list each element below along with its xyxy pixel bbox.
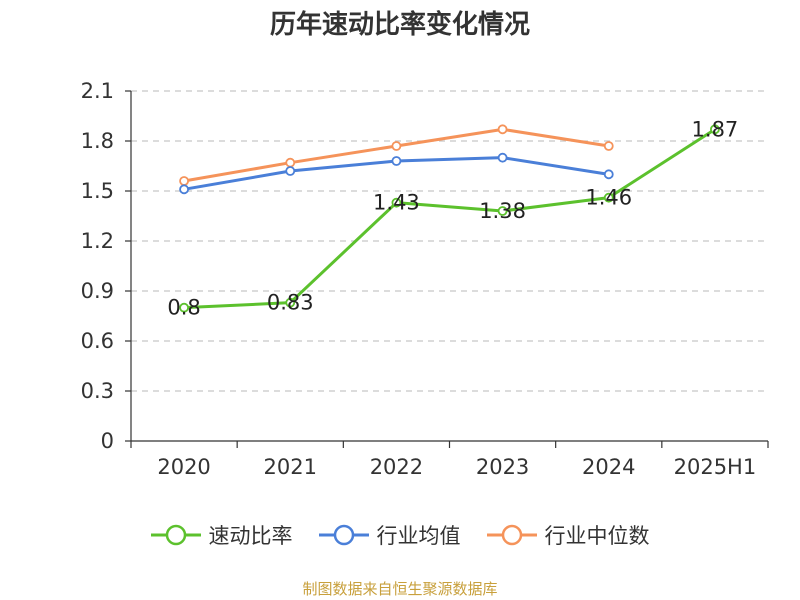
data-point <box>179 176 189 186</box>
y-tick-label: 1.2 <box>81 229 114 253</box>
data-point <box>710 124 720 135</box>
data-point <box>391 156 402 166</box>
data-label: 1.38 <box>479 199 526 223</box>
data-point <box>285 297 296 308</box>
source-note: 制图数据来自恒生聚源数据库 <box>302 580 498 598</box>
y-tick-label: 0.9 <box>81 279 114 303</box>
x-tick-label: 2024 <box>582 455 635 479</box>
data-point <box>603 192 614 203</box>
data-point <box>285 157 296 168</box>
y-tick-label: 0.3 <box>81 379 114 403</box>
x-tick-label: 2021 <box>264 455 317 479</box>
legend: 速动比率 行业均值 行业中位数 <box>0 520 800 550</box>
data-label: 0.8 <box>167 296 200 320</box>
x-tick-label: 2023 <box>476 455 529 479</box>
legend-item[interactable]: 速动比率 <box>150 520 293 550</box>
y-tick-label: 1.5 <box>81 179 114 203</box>
data-point <box>497 206 508 216</box>
legend-label: 速动比率 <box>208 524 293 548</box>
legend-marker <box>165 524 186 546</box>
data-label: 1.87 <box>692 117 739 141</box>
legend-item[interactable]: 行业均值 <box>318 520 461 550</box>
x-tick-label: 2022 <box>370 455 423 479</box>
legend-marker <box>333 524 354 546</box>
line-chart: 0 0.3 0.6 0.9 1.2 1.5 1.8 2.1 2020 2021 2022 2023 20… <box>81 79 769 479</box>
legend-label: 行业中位数 <box>544 524 650 548</box>
data-point <box>391 197 402 208</box>
x-tick-label: 2025H1 <box>674 455 757 479</box>
chart-title: 历年速动比率变化情况 <box>269 10 530 40</box>
y-tick-label: 0 <box>101 429 114 453</box>
legend-swatch <box>318 524 369 546</box>
data-point <box>603 169 614 180</box>
legend-swatch <box>486 524 537 546</box>
y-tick-label: 2.1 <box>81 79 114 103</box>
data-point <box>285 166 296 176</box>
x-tick-label: 2020 <box>157 455 210 479</box>
data-point <box>603 141 614 151</box>
legend-swatch <box>150 524 201 546</box>
data-point <box>391 141 402 151</box>
legend-item[interactable]: 行业中位数 <box>486 520 650 550</box>
series-line <box>183 127 609 183</box>
y-tick-label: 0.6 <box>81 329 114 353</box>
y-tick-label: 1.8 <box>81 129 114 153</box>
legend-marker <box>501 524 522 546</box>
data-point <box>497 152 508 163</box>
series-line <box>184 128 716 310</box>
data-point <box>179 302 189 313</box>
data-label: 0.83 <box>267 291 314 315</box>
data-label: 1.46 <box>585 186 632 210</box>
legend-label: 行业均值 <box>376 524 461 548</box>
data-point <box>179 184 189 195</box>
data-label: 1.43 <box>373 191 420 215</box>
data-point <box>497 124 508 135</box>
